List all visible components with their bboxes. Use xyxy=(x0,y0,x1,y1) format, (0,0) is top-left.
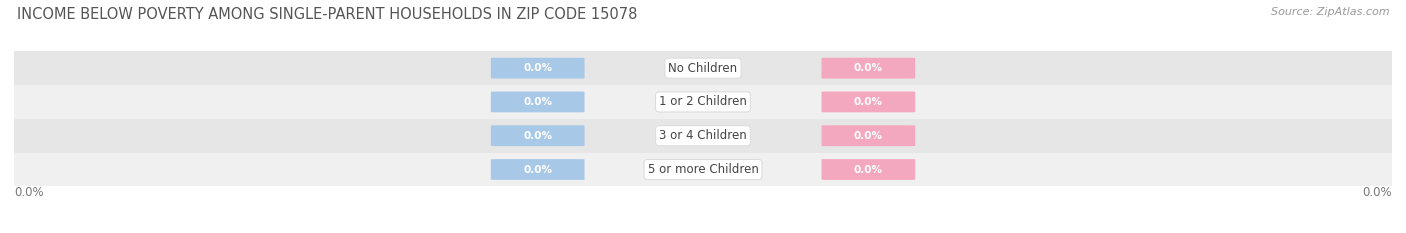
Text: 3 or 4 Children: 3 or 4 Children xyxy=(659,129,747,142)
FancyBboxPatch shape xyxy=(821,125,915,146)
Text: 0.0%: 0.0% xyxy=(523,164,553,175)
FancyBboxPatch shape xyxy=(821,58,915,79)
Text: 0.0%: 0.0% xyxy=(523,131,553,141)
Bar xyxy=(14,153,1392,186)
Text: 1 or 2 Children: 1 or 2 Children xyxy=(659,96,747,108)
FancyBboxPatch shape xyxy=(491,125,585,146)
FancyBboxPatch shape xyxy=(491,58,585,79)
FancyBboxPatch shape xyxy=(821,159,915,180)
FancyBboxPatch shape xyxy=(821,92,915,112)
Text: 0.0%: 0.0% xyxy=(853,164,883,175)
FancyBboxPatch shape xyxy=(491,159,585,180)
Text: 0.0%: 0.0% xyxy=(523,97,553,107)
Bar xyxy=(14,119,1392,153)
Text: Source: ZipAtlas.com: Source: ZipAtlas.com xyxy=(1271,7,1389,17)
Text: 0.0%: 0.0% xyxy=(14,186,44,199)
Text: 0.0%: 0.0% xyxy=(1362,186,1392,199)
Text: 0.0%: 0.0% xyxy=(853,63,883,73)
Text: No Children: No Children xyxy=(668,62,738,75)
Text: INCOME BELOW POVERTY AMONG SINGLE-PARENT HOUSEHOLDS IN ZIP CODE 15078: INCOME BELOW POVERTY AMONG SINGLE-PARENT… xyxy=(17,7,637,22)
FancyBboxPatch shape xyxy=(491,92,585,112)
Text: 5 or more Children: 5 or more Children xyxy=(648,163,758,176)
Text: 0.0%: 0.0% xyxy=(853,131,883,141)
Bar xyxy=(14,85,1392,119)
Text: 0.0%: 0.0% xyxy=(523,63,553,73)
Text: 0.0%: 0.0% xyxy=(853,97,883,107)
Bar xyxy=(14,51,1392,85)
